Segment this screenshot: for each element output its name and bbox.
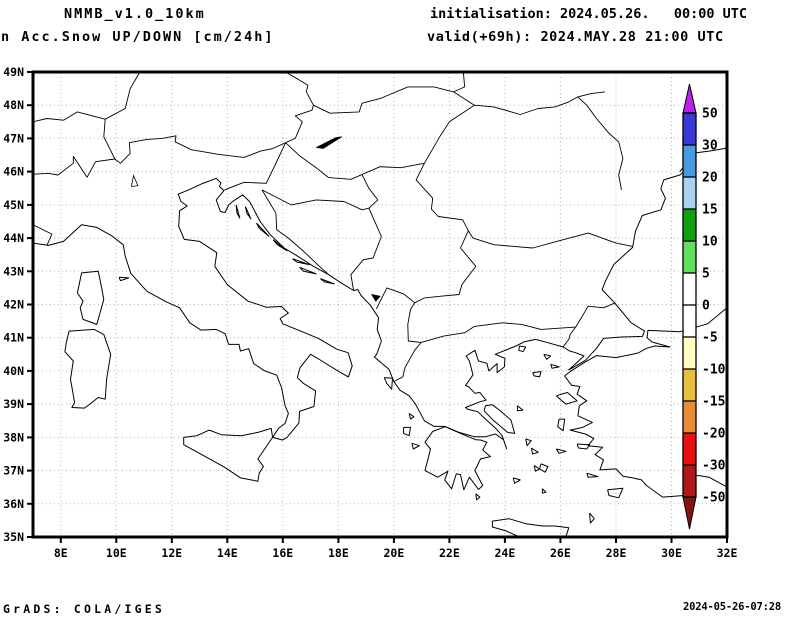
svg-text:16E: 16E: [272, 546, 293, 560]
colorbar-over-arrow: [682, 83, 697, 114]
render-timestamp: 2024-05-26-07:28: [683, 601, 781, 613]
svg-text:43N: 43N: [3, 264, 24, 278]
svg-text:-20: -20: [702, 427, 726, 442]
coastlines: [34, 144, 726, 536]
svg-text:10: 10: [702, 235, 718, 250]
lon-axis-labels: 8E 10E 12E 14E 16E 18E 20E 22E 24E 26E 28E 30E 32E: [54, 546, 738, 560]
svg-text:28E: 28E: [606, 546, 627, 560]
svg-text:32E: 32E: [717, 546, 738, 560]
svg-text:47N: 47N: [3, 131, 24, 145]
svg-text:-50: -50: [702, 491, 726, 506]
svg-text:41N: 41N: [3, 331, 24, 345]
svg-text:35N: 35N: [3, 530, 24, 544]
valid-time-label: valid(+69h): 2024.MAY.28 21:00 UTC: [427, 29, 724, 45]
svg-text:39N: 39N: [3, 397, 24, 411]
model-title: NMMB_v1.0_10km: [64, 6, 206, 22]
svg-text:30: 30: [702, 139, 718, 154]
svg-text:-30: -30: [702, 459, 726, 474]
svg-text:48N: 48N: [3, 98, 24, 112]
svg-text:30E: 30E: [661, 546, 682, 560]
svg-text:8E: 8E: [54, 546, 68, 560]
svg-text:26E: 26E: [550, 546, 571, 560]
lake-outlines: [131, 174, 139, 187]
svg-text:-10: -10: [702, 363, 726, 378]
svg-text:36N: 36N: [3, 497, 24, 511]
svg-text:38N: 38N: [3, 430, 24, 444]
svg-text:10E: 10E: [106, 546, 127, 560]
map-frame: [27, 70, 729, 543]
grid-lines: [34, 73, 726, 536]
svg-text:45N: 45N: [3, 198, 24, 212]
svg-text:5: 5: [702, 267, 710, 282]
svg-text:46N: 46N: [3, 165, 24, 179]
svg-text:37N: 37N: [3, 464, 24, 478]
svg-text:40N: 40N: [3, 364, 24, 378]
svg-text:49N: 49N: [3, 65, 24, 79]
init-time-label: initialisation: 2024.05.26. 00:00 UTC: [430, 6, 747, 22]
svg-text:12E: 12E: [161, 546, 182, 560]
country-borders: [34, 73, 633, 382]
svg-text:24E: 24E: [495, 546, 516, 560]
svg-text:20: 20: [702, 171, 718, 186]
svg-text:0: 0: [702, 299, 710, 314]
lakes: [315, 136, 381, 302]
svg-text:-5: -5: [702, 331, 718, 346]
svg-text:42N: 42N: [3, 298, 24, 312]
lat-axis-labels: 49N 48N 47N 46N 45N 44N 43N 42N 41N 40N 39N 38N 37N 3…: [3, 65, 24, 544]
svg-text:20E: 20E: [384, 546, 405, 560]
svg-text:50: 50: [702, 107, 718, 122]
product-title: n Acc.Snow UP/DOWN [cm/24h]: [1, 29, 275, 45]
svg-text:22E: 22E: [439, 546, 460, 560]
colorbar-under-arrow: [682, 496, 697, 530]
grads-credit: GrADS: COLA/IGES: [3, 602, 165, 616]
svg-text:-15: -15: [702, 395, 725, 410]
svg-text:18E: 18E: [328, 546, 349, 560]
svg-text:15: 15: [702, 203, 718, 218]
svg-text:14E: 14E: [217, 546, 238, 560]
svg-text:44N: 44N: [3, 231, 24, 245]
